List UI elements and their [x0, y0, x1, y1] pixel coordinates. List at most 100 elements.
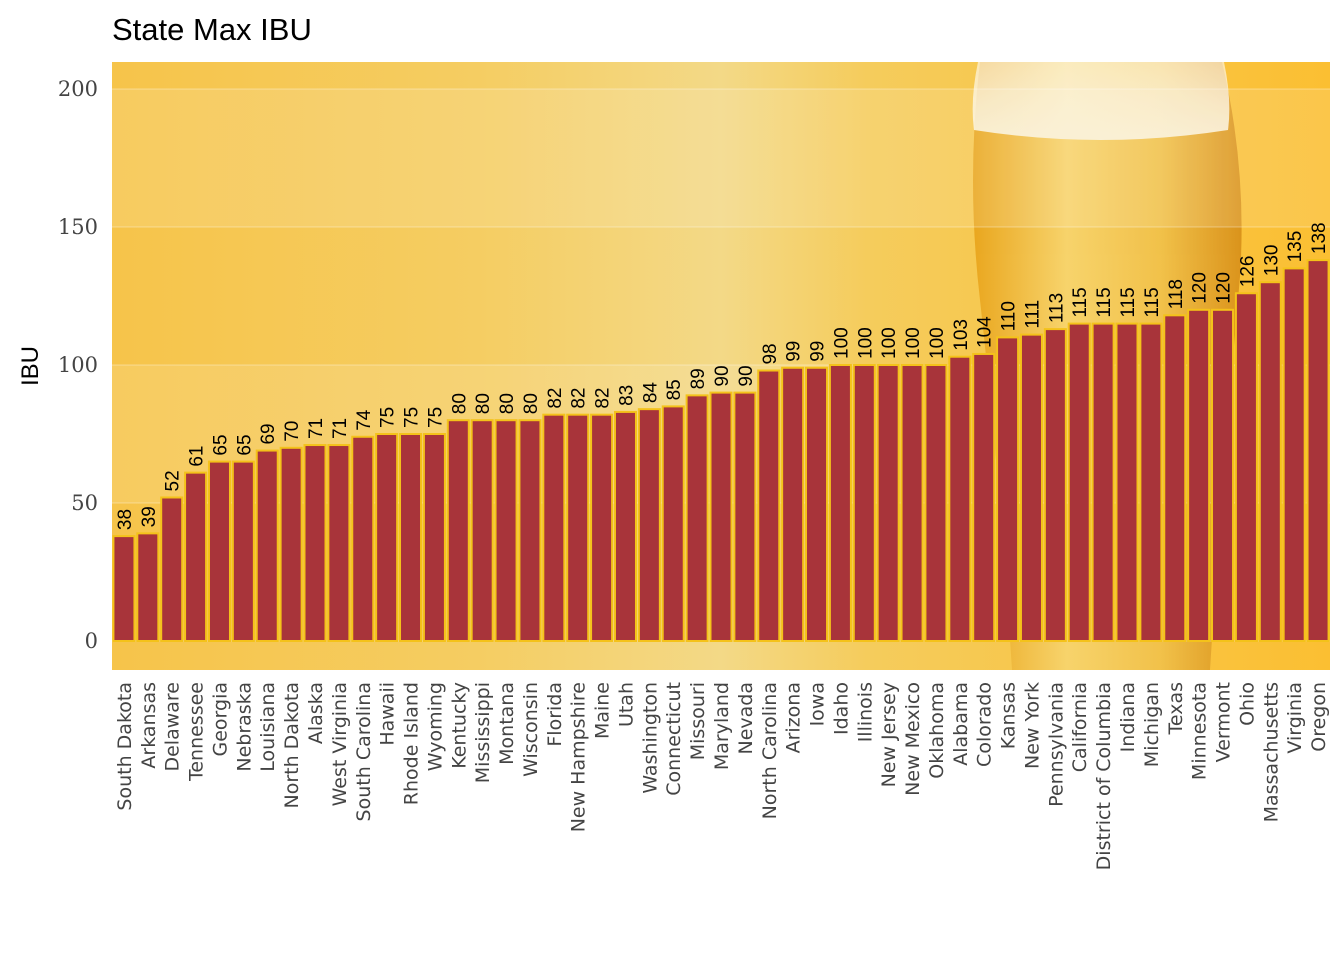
x-tick-label: District of Columbia: [1093, 682, 1115, 870]
data-label: 71: [306, 418, 327, 439]
bar: [1187, 308, 1211, 642]
data-label: 113: [1046, 293, 1067, 323]
grid-band: [112, 89, 1330, 227]
x-tick-label: Vermont: [1213, 682, 1235, 762]
x-tick-label: Kansas: [998, 682, 1020, 749]
data-label: 38: [115, 509, 136, 530]
bar: [279, 446, 303, 642]
data-label: 115: [1070, 287, 1091, 317]
bar: [948, 355, 972, 642]
bar: [1163, 314, 1187, 642]
y-axis: 0 50 100 150 200: [58, 77, 98, 653]
data-label: 75: [425, 407, 446, 428]
data-label: 98: [760, 343, 781, 364]
y-tick-label: 200: [58, 77, 98, 101]
bar: [303, 444, 327, 643]
data-label: 85: [664, 379, 685, 400]
data-label: 100: [903, 327, 924, 359]
data-label: 52: [163, 470, 184, 491]
data-label: 90: [736, 365, 757, 386]
data-label: 71: [330, 418, 351, 439]
bar: [518, 419, 542, 643]
bar: [1306, 259, 1330, 642]
x-tick-label: Montana: [496, 682, 518, 765]
data-label: 75: [402, 407, 423, 428]
bar: [542, 413, 566, 642]
x-tick-label: Hawaii: [377, 682, 399, 746]
data-label: 126: [1237, 256, 1258, 288]
y-tick-label: 150: [58, 215, 98, 239]
data-label: 74: [354, 409, 375, 431]
bar: [685, 394, 709, 642]
x-tick-label: South Carolina: [353, 682, 375, 821]
x-tick-label: Michigan: [1141, 682, 1163, 767]
data-label: 80: [497, 393, 518, 414]
data-label: 99: [784, 341, 805, 362]
bar: [136, 532, 160, 642]
x-tick-label: Pennsylvania: [1045, 682, 1067, 807]
bar: [255, 449, 279, 642]
x-tick-label: Rhode Island: [401, 682, 423, 805]
x-tick-label: New Mexico: [902, 682, 924, 796]
x-tick-label: Maine: [592, 682, 614, 739]
bars: [112, 259, 1330, 643]
data-label: 65: [210, 434, 231, 455]
data-label: 75: [378, 407, 399, 428]
x-tick-label: Arizona: [783, 682, 805, 753]
bar: [231, 460, 255, 642]
bar: [470, 419, 494, 643]
data-label: 83: [616, 385, 637, 406]
data-label: 115: [1118, 287, 1139, 317]
bar: [661, 405, 685, 642]
data-label: 82: [593, 388, 614, 409]
y-tick-label: 100: [58, 353, 98, 377]
x-tick-label: Texas: [1165, 682, 1187, 736]
bar: [709, 391, 733, 642]
bar: [613, 410, 637, 643]
x-tick-label: Ohio: [1236, 682, 1258, 726]
bar: [1043, 328, 1067, 642]
x-tick-label: Tennessee: [186, 682, 208, 782]
bar: [1091, 322, 1115, 642]
data-label: 104: [975, 316, 996, 348]
x-tick-label: Kentucky: [448, 682, 470, 769]
x-tick-label: Colorado: [974, 682, 996, 767]
bar: [207, 460, 231, 642]
bar: [1139, 322, 1163, 642]
x-tick-label: Iowa: [807, 682, 829, 726]
x-tick-label: California: [1069, 682, 1091, 772]
data-label: 84: [640, 382, 661, 404]
x-tick-label: Nebraska: [233, 682, 255, 772]
data-label: 130: [1261, 244, 1282, 276]
bar: [566, 413, 590, 642]
x-tick-label: Missouri: [687, 682, 709, 760]
data-label: 111: [1022, 300, 1043, 329]
data-label: 82: [545, 388, 566, 409]
data-label: 100: [879, 327, 900, 359]
bar: [375, 433, 399, 642]
y-tick-label: 50: [71, 491, 98, 515]
data-label: 118: [1166, 279, 1187, 309]
bar: [184, 471, 208, 643]
bar: [900, 364, 924, 642]
bar: [733, 391, 757, 642]
x-tick-label: Wyoming: [424, 682, 446, 771]
data-label: 65: [234, 434, 255, 455]
bar: [924, 364, 948, 642]
bar: [351, 435, 375, 643]
data-label: 120: [1214, 272, 1235, 304]
data-label: 80: [521, 393, 542, 414]
data-label: 100: [831, 327, 852, 359]
bar: [590, 413, 614, 642]
x-tick-label: Georgia: [209, 682, 231, 757]
data-label: 120: [1190, 272, 1211, 304]
data-label: 82: [569, 388, 590, 409]
data-label: 39: [139, 506, 160, 527]
data-label: 89: [688, 368, 709, 389]
x-axis: South Dakota Arkansas Delaware Tennessee Geo…: [114, 682, 1330, 870]
bar: [422, 433, 446, 642]
x-tick-label: Indiana: [1117, 682, 1139, 752]
x-tick-label: Massachusetts: [1260, 682, 1282, 822]
bar: [399, 433, 423, 642]
